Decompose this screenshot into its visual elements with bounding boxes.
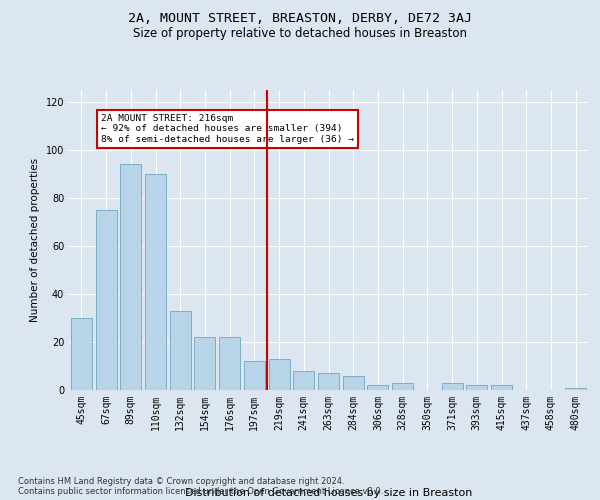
Text: 2A, MOUNT STREET, BREASTON, DERBY, DE72 3AJ: 2A, MOUNT STREET, BREASTON, DERBY, DE72 … — [128, 12, 472, 26]
Bar — [293, 371, 314, 390]
Bar — [392, 383, 413, 390]
Text: Contains HM Land Registry data © Crown copyright and database right 2024.: Contains HM Land Registry data © Crown c… — [18, 477, 344, 486]
Bar — [269, 359, 290, 390]
Bar — [318, 373, 339, 390]
Text: Contains public sector information licensed under the Open Government Licence v3: Contains public sector information licen… — [18, 487, 383, 496]
Bar — [442, 383, 463, 390]
X-axis label: Distribution of detached houses by size in Breaston: Distribution of detached houses by size … — [185, 488, 472, 498]
Bar — [367, 385, 388, 390]
Bar — [343, 376, 364, 390]
Bar — [466, 385, 487, 390]
Text: 2A MOUNT STREET: 216sqm
← 92% of detached houses are smaller (394)
8% of semi-de: 2A MOUNT STREET: 216sqm ← 92% of detache… — [101, 114, 354, 144]
Bar — [219, 337, 240, 390]
Text: Size of property relative to detached houses in Breaston: Size of property relative to detached ho… — [133, 28, 467, 40]
Bar — [170, 311, 191, 390]
Y-axis label: Number of detached properties: Number of detached properties — [30, 158, 40, 322]
Bar — [491, 385, 512, 390]
Bar — [145, 174, 166, 390]
Bar — [565, 388, 586, 390]
Bar — [71, 318, 92, 390]
Bar — [194, 337, 215, 390]
Bar — [95, 210, 116, 390]
Bar — [120, 164, 141, 390]
Bar — [244, 361, 265, 390]
